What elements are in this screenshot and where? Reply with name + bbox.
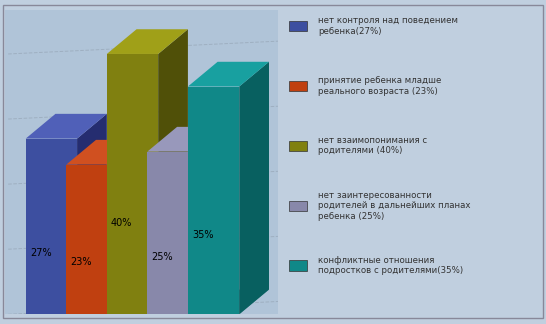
Polygon shape xyxy=(199,127,228,314)
Polygon shape xyxy=(66,165,117,314)
Polygon shape xyxy=(147,290,228,314)
Text: конфликтные отношения
подростков с родителями(35%): конфликтные отношения подростков с родит… xyxy=(318,256,463,275)
Polygon shape xyxy=(66,290,147,314)
Text: 23%: 23% xyxy=(70,257,92,267)
Polygon shape xyxy=(188,87,239,314)
Polygon shape xyxy=(26,114,107,139)
Polygon shape xyxy=(188,290,269,314)
Polygon shape xyxy=(26,139,77,314)
Polygon shape xyxy=(147,152,199,314)
Polygon shape xyxy=(239,62,269,314)
Polygon shape xyxy=(107,29,188,54)
Text: нет контроля над поведением
ребенка(27%): нет контроля над поведением ребенка(27%) xyxy=(318,16,458,36)
Polygon shape xyxy=(107,290,188,314)
Polygon shape xyxy=(77,114,107,314)
Text: 40%: 40% xyxy=(111,218,132,228)
Polygon shape xyxy=(188,62,269,87)
Polygon shape xyxy=(66,140,147,165)
Polygon shape xyxy=(107,54,158,314)
Polygon shape xyxy=(117,140,147,314)
Text: нет заинтересованности
родителей в дальнейших планах
ребенка (25%): нет заинтересованности родителей в дальн… xyxy=(318,191,470,221)
Text: 35%: 35% xyxy=(192,230,213,239)
Polygon shape xyxy=(158,29,188,314)
Text: принятие ребенка младше
реального возраста (23%): принятие ребенка младше реального возрас… xyxy=(318,76,441,96)
Text: 25%: 25% xyxy=(151,252,173,262)
Polygon shape xyxy=(147,127,228,152)
Polygon shape xyxy=(26,290,107,314)
Text: нет взаимопонимания с
родителями (40%): нет взаимопонимания с родителями (40%) xyxy=(318,136,427,156)
Text: 27%: 27% xyxy=(30,248,51,258)
